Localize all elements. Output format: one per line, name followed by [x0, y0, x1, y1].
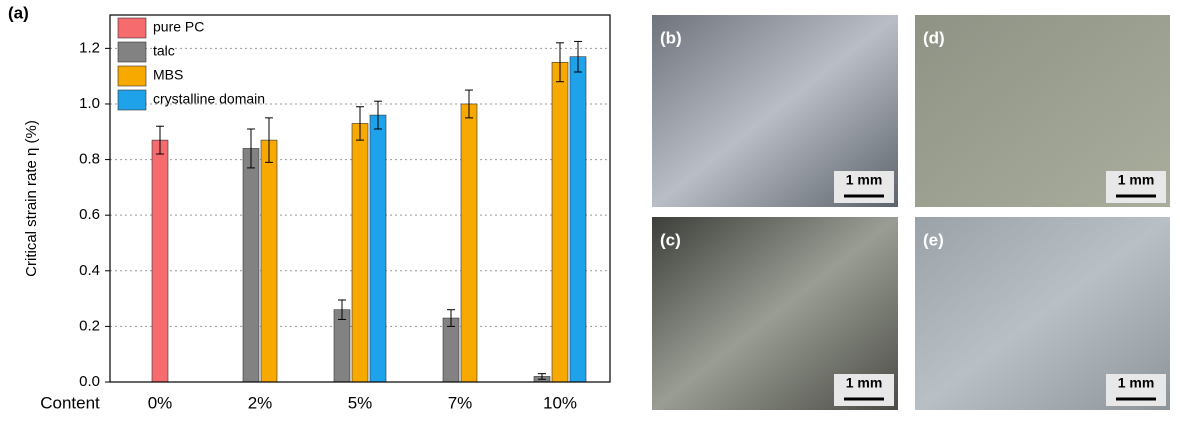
error-bar [447, 309, 455, 327]
scale-box [1106, 374, 1166, 406]
error-bar [556, 42, 564, 83]
panel-label: (b) [660, 28, 682, 47]
y-tick-label: 0.4 [79, 262, 100, 279]
panel-label: (a) [8, 3, 29, 22]
bar [569, 56, 587, 383]
legend-swatch [117, 17, 147, 39]
bar [460, 103, 478, 383]
panel-label: (e) [923, 230, 944, 249]
error-bar [356, 106, 364, 141]
panel-label: (c) [660, 230, 681, 249]
legend-label: talc [153, 43, 175, 59]
x-tick-label: 2% [248, 393, 273, 412]
bar [442, 317, 460, 383]
error-bar [465, 89, 473, 119]
y-tick-label: 0.6 [79, 206, 100, 223]
y-tick-label: 1.2 [79, 39, 100, 56]
y-tick-label: 1.0 [79, 95, 100, 112]
error-bar [247, 128, 255, 169]
bar [260, 139, 278, 383]
scale-label: 1 mm [846, 172, 883, 188]
legend-label: crystalline domain [153, 91, 265, 107]
plot-frame [109, 14, 611, 383]
y-tick-label: 0.2 [79, 317, 100, 334]
scale-label: 1 mm [1118, 172, 1155, 188]
x-tick-label: 7% [448, 393, 473, 412]
error-bar [374, 100, 382, 130]
error-bar [574, 40, 582, 73]
bar [369, 114, 387, 383]
panel-label: (d) [923, 28, 945, 47]
legend: pure PC talc MBS crystalline domain [117, 17, 265, 111]
y-tick-label: 0.0 [79, 373, 100, 390]
legend-swatch [117, 41, 147, 63]
legend-label: pure PC [153, 19, 204, 35]
bar [351, 123, 369, 383]
error-bar [156, 125, 164, 155]
bar [151, 139, 169, 383]
x-tick-label: 0% [148, 393, 173, 412]
legend-label: MBS [153, 67, 183, 83]
photo-panels [652, 15, 1170, 410]
error-bar [338, 299, 346, 320]
legend-swatch [117, 65, 147, 87]
x-tick-label: 10% [543, 393, 577, 412]
scale-box [834, 374, 894, 406]
scale-label: 1 mm [1118, 375, 1155, 391]
legend-swatch [117, 89, 147, 111]
bar [333, 309, 351, 383]
x-tick-label: 5% [348, 393, 373, 412]
scale-box [834, 171, 894, 203]
bar [551, 61, 569, 383]
y-tick-label: 0.8 [79, 151, 100, 168]
scale-box [1106, 171, 1166, 203]
scale-label: 1 mm [846, 375, 883, 391]
error-bar [265, 117, 273, 163]
error-bar [538, 373, 546, 380]
x-axis-label: Content [40, 393, 100, 412]
y-axis-label: Critical strain rate η (%) [23, 120, 40, 277]
bar [242, 148, 260, 383]
